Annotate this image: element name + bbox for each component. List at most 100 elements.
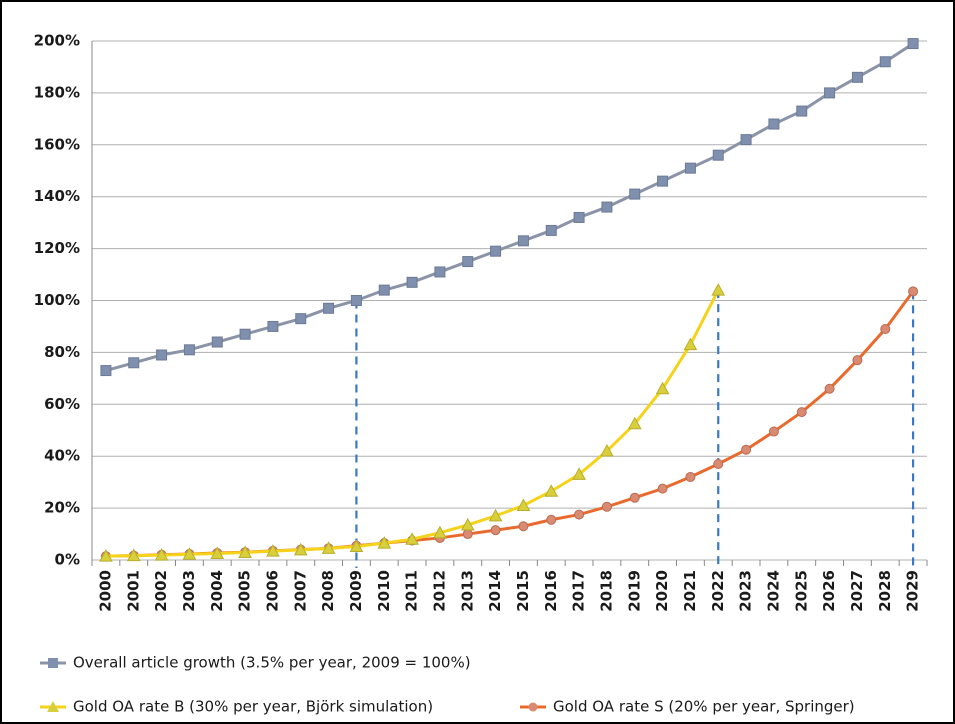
x-tick-label: 2004	[208, 570, 226, 612]
marker	[323, 302, 335, 314]
y-tick-label: 160%	[34, 135, 80, 153]
marker	[879, 56, 891, 68]
marker	[741, 444, 752, 455]
marker	[211, 336, 223, 348]
x-tick-label: 2002	[152, 570, 170, 612]
y-tick-label: 0%	[55, 551, 80, 569]
marker	[712, 149, 724, 161]
marker	[711, 283, 726, 296]
marker	[433, 525, 447, 539]
marker	[406, 276, 418, 288]
x-tick-label: 2020	[653, 570, 671, 612]
marker	[852, 355, 863, 366]
marker	[99, 549, 113, 562]
marker	[796, 407, 807, 418]
marker	[434, 266, 446, 278]
marker	[349, 539, 364, 553]
y-tick-label: 60%	[44, 395, 80, 413]
x-tick-label: 2013	[458, 570, 476, 612]
marker	[462, 529, 473, 540]
legend-label: Gold OA rate S (20% per year, Springer)	[553, 698, 855, 716]
marker	[629, 188, 641, 200]
marker	[295, 313, 307, 325]
marker	[544, 484, 559, 497]
marker	[517, 235, 529, 247]
marker	[574, 509, 585, 520]
marker	[239, 328, 251, 340]
x-tick-label: 2023	[737, 570, 755, 612]
x-tick-label: 2008	[319, 570, 337, 612]
marker	[796, 105, 808, 117]
x-tick-label: 2010	[375, 570, 393, 612]
marker	[768, 118, 780, 130]
x-tick-label: 2022	[709, 570, 727, 612]
marker	[907, 38, 919, 50]
y-tick-label: 20%	[44, 499, 80, 517]
x-tick-label: 2000	[96, 570, 114, 612]
x-tick-label: 2029	[904, 570, 922, 612]
marker	[350, 295, 362, 306]
legend-marker	[528, 702, 538, 712]
x-tick-label: 2007	[291, 570, 309, 612]
x-tick-label: 2028	[876, 570, 894, 612]
marker	[100, 365, 112, 377]
marker	[182, 547, 197, 560]
marker	[824, 87, 836, 99]
marker	[156, 349, 168, 361]
y-tick-label: 80%	[44, 343, 80, 361]
legend-label: Overall article growth (3.5% per year, 2…	[73, 654, 471, 672]
x-tick-label: 2027	[848, 570, 866, 612]
marker	[627, 416, 642, 430]
marker	[572, 467, 586, 480]
x-tick-label: 2016	[542, 570, 560, 612]
marker	[629, 492, 640, 503]
x-tick-label: 2017	[570, 570, 588, 612]
marker	[683, 337, 698, 351]
marker	[908, 286, 919, 297]
y-tick-label: 100%	[34, 291, 80, 309]
marker	[684, 162, 696, 174]
marker	[128, 357, 140, 369]
marker	[321, 541, 336, 554]
marker	[657, 175, 669, 187]
marker	[657, 483, 668, 494]
x-tick-label: 2001	[124, 570, 142, 612]
marker	[518, 521, 529, 532]
x-tick-label: 2012	[430, 570, 448, 612]
legend-marker	[528, 702, 538, 712]
x-tick-label: 2009	[347, 570, 365, 612]
marker	[768, 426, 779, 437]
marker	[516, 498, 531, 512]
y-tick-label: 180%	[34, 83, 80, 101]
marker	[573, 211, 585, 223]
marker	[126, 548, 141, 562]
legend-label: Gold OA rate B (30% per year, Björk simu…	[73, 698, 433, 716]
marker	[462, 256, 474, 268]
marker	[154, 548, 169, 561]
marker	[824, 383, 835, 394]
x-tick-label: 2021	[681, 570, 699, 612]
x-tick-label: 2003	[180, 570, 198, 612]
x-tick-label: 2006	[263, 570, 281, 612]
marker	[266, 544, 280, 557]
x-tick-label: 2018	[597, 570, 615, 612]
x-tick-label: 2015	[514, 570, 532, 612]
legend-marker	[47, 701, 59, 712]
marker	[685, 471, 696, 482]
x-tick-label: 2019	[625, 570, 643, 612]
y-tick-label: 140%	[34, 187, 80, 205]
y-tick-label: 40%	[44, 447, 80, 465]
marker	[267, 320, 279, 332]
marker	[851, 71, 863, 83]
x-tick-label: 2024	[764, 570, 782, 612]
marker	[378, 284, 390, 296]
marker	[490, 245, 502, 257]
marker	[600, 443, 614, 457]
x-tick-label: 2025	[792, 570, 810, 612]
marker	[405, 532, 419, 545]
marker	[546, 514, 557, 525]
marker	[488, 508, 503, 522]
legend-marker	[48, 658, 58, 668]
